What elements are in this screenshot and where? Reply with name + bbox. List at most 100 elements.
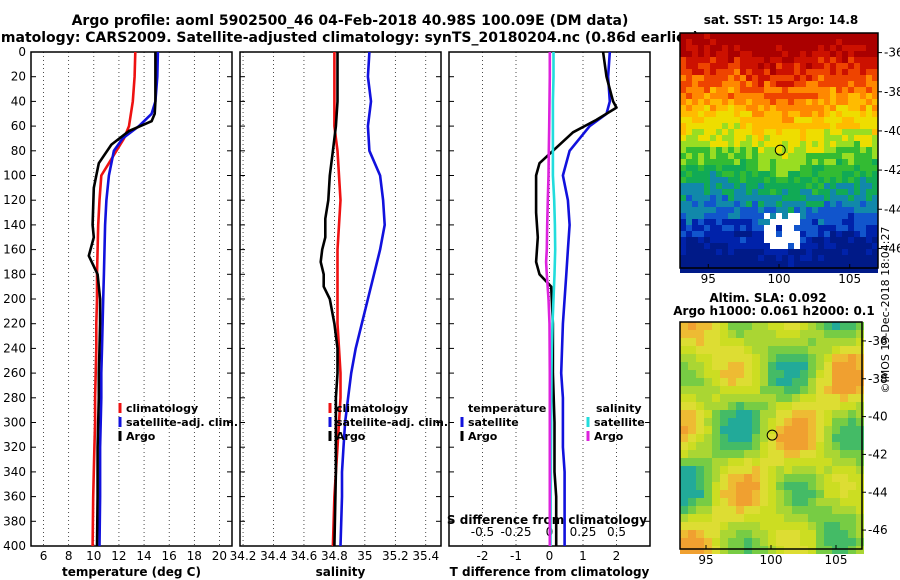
map-cell: [794, 237, 800, 243]
map-cell: [760, 506, 768, 514]
map-cell: [812, 87, 818, 93]
map-cell: [824, 426, 832, 434]
map-cell: [818, 243, 824, 249]
map-cell: [794, 123, 800, 129]
map-cell: [860, 111, 866, 117]
map-cell: [752, 249, 758, 255]
map-cell: [854, 99, 860, 105]
map-cell: [764, 147, 770, 153]
map-cell: [752, 171, 758, 177]
map-cell: [784, 434, 792, 442]
map-cell: [716, 267, 722, 273]
map-cell: [832, 474, 840, 482]
map-cell: [812, 33, 818, 39]
map-cell: [848, 522, 856, 530]
map-cell: [840, 322, 848, 330]
map-cell: [866, 123, 872, 129]
y-tick-label: 400: [3, 539, 26, 553]
y-tick-label: 320: [3, 440, 26, 454]
map-cell: [734, 153, 740, 159]
map-cell: [734, 201, 740, 207]
map-cell: [722, 135, 728, 141]
map-cell: [768, 362, 776, 370]
map-cell: [716, 93, 722, 99]
map-cell: [692, 267, 698, 273]
map-cell: [698, 39, 704, 45]
map-cell: [744, 514, 752, 522]
map-cell: [836, 93, 842, 99]
map-cell: [758, 213, 764, 219]
map-cell: [688, 362, 696, 370]
map-cell: [752, 538, 760, 546]
map-cell: [800, 442, 808, 450]
map-cell: [716, 117, 722, 123]
map-cell: [816, 354, 824, 362]
map-cell: [704, 99, 710, 105]
map-cell: [758, 117, 764, 123]
map-cell: [698, 135, 704, 141]
map-cell: [722, 39, 728, 45]
x-tick-label: 6: [40, 549, 48, 563]
map-cell: [812, 225, 818, 231]
map-cell: [800, 506, 808, 514]
map-cell: [782, 99, 788, 105]
map-cell: [768, 522, 776, 530]
map-cell: [854, 249, 860, 255]
map-cell: [728, 426, 736, 434]
map-cell: [866, 207, 872, 213]
map-cell: [866, 225, 872, 231]
map-cell: [704, 159, 710, 165]
map-cell: [680, 159, 686, 165]
map-cell: [710, 255, 716, 261]
map-cell: [722, 183, 728, 189]
map-cell: [728, 386, 736, 394]
x-tick-label: 12: [111, 549, 126, 563]
map-cell: [704, 418, 712, 426]
map-cell: [704, 81, 710, 87]
map-cell: [836, 225, 842, 231]
map-cell: [770, 69, 776, 75]
map-cell: [704, 57, 710, 63]
map-cell: [696, 530, 704, 538]
map-cell: [806, 171, 812, 177]
map-cell: [746, 243, 752, 249]
map-cell: [854, 255, 860, 261]
map-cell: [768, 354, 776, 362]
map-cell: [808, 322, 816, 330]
map-cell: [736, 410, 744, 418]
map-cell: [788, 225, 794, 231]
map-cell: [782, 33, 788, 39]
map-cell: [744, 474, 752, 482]
map-cell: [716, 87, 722, 93]
map-cell: [722, 231, 728, 237]
map-cell: [860, 183, 866, 189]
map-cell: [854, 87, 860, 93]
map-cell: [860, 93, 866, 99]
map-cell: [840, 498, 848, 506]
map-cell: [776, 330, 784, 338]
map-cell: [760, 338, 768, 346]
map-cell: [848, 362, 856, 370]
map-cell: [776, 426, 784, 434]
map-cell: [848, 474, 856, 482]
map-cell: [854, 105, 860, 111]
map-cell: [818, 153, 824, 159]
map-cell: [728, 546, 736, 554]
map-cell: [764, 171, 770, 177]
map-cell: [720, 450, 728, 458]
map-cell: [758, 123, 764, 129]
map-cell: [712, 506, 720, 514]
map-cell: [848, 87, 854, 93]
series-line-salinity-satellite: [549, 52, 557, 547]
map-cell: [816, 394, 824, 402]
map-cell: [692, 159, 698, 165]
map-cell: [716, 165, 722, 171]
map-cell: [764, 219, 770, 225]
map-cell: [806, 237, 812, 243]
map-cell: [860, 153, 866, 159]
map-cell: [788, 105, 794, 111]
map-cell: [728, 225, 734, 231]
map-cell: [736, 498, 744, 506]
map-cell: [818, 117, 824, 123]
map-cell: [680, 129, 686, 135]
